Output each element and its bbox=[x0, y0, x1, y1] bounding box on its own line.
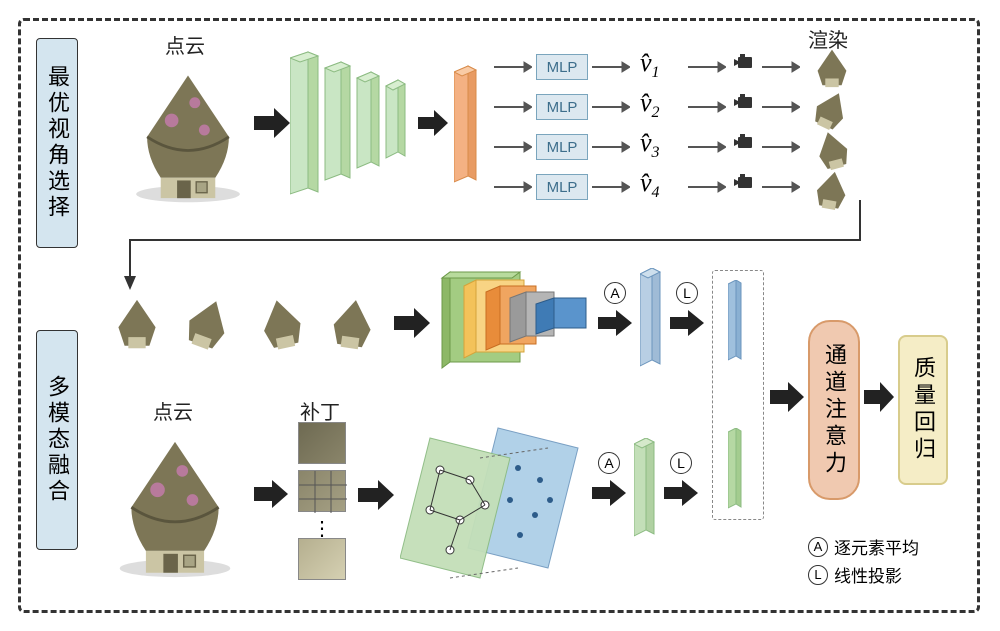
patch-3 bbox=[298, 538, 346, 580]
circled-l-top: L bbox=[676, 282, 698, 304]
legend-l-icon: L bbox=[808, 565, 828, 585]
arrow-to-regression bbox=[864, 382, 894, 412]
gcn-planes bbox=[400, 420, 590, 580]
mlp-box-3: MLP bbox=[536, 134, 588, 160]
circled-a-top: A bbox=[604, 282, 626, 304]
legend-proj: L 线性投影 bbox=[808, 562, 902, 587]
feature-bar bbox=[454, 64, 484, 184]
vhat-3: v̂3 bbox=[640, 128, 660, 162]
section-label-bottom: 多模态融合 bbox=[36, 330, 78, 550]
featvec-green bbox=[634, 438, 660, 538]
mlp-box-1: MLP bbox=[536, 54, 588, 80]
render-label: 渲染 bbox=[808, 24, 848, 53]
legend-a-icon: A bbox=[808, 537, 828, 557]
arrow-to-gcn bbox=[358, 480, 394, 510]
arrow-to-cnn bbox=[394, 308, 430, 338]
arrow-to-attention bbox=[770, 382, 804, 412]
narrow-blue bbox=[728, 280, 744, 362]
arrow-mlp-1c bbox=[688, 60, 726, 74]
arrow-blue-l bbox=[670, 310, 704, 336]
camera-icon-2 bbox=[734, 94, 756, 110]
encoder-bars bbox=[290, 48, 420, 208]
camera-icon-1 bbox=[734, 54, 756, 70]
mlp-box-2: MLP bbox=[536, 94, 588, 120]
camera-icon-4 bbox=[734, 174, 756, 190]
view-mini-1 bbox=[106, 290, 168, 352]
arrow-to-feature bbox=[418, 110, 448, 136]
vhat-2: v̂2 bbox=[640, 88, 660, 122]
camera-icon-3 bbox=[734, 134, 756, 150]
patch-label: 补丁 bbox=[300, 396, 340, 425]
arrow-to-encoder bbox=[254, 108, 290, 138]
arrow-mlp-1b bbox=[592, 60, 630, 74]
section-label-bottom-text: 多模态融合 bbox=[41, 375, 73, 505]
arrow-green-l bbox=[664, 480, 698, 506]
patch-2 bbox=[298, 470, 346, 512]
circled-a-bottom: A bbox=[598, 452, 620, 474]
view-mini-4 bbox=[318, 286, 388, 356]
featvec-blue bbox=[640, 268, 666, 368]
vhat-1: v̂1 bbox=[640, 48, 660, 82]
cnn-stack bbox=[436, 270, 596, 370]
circled-l-bottom: L bbox=[670, 452, 692, 474]
channel-attention-block: 通道注意力 bbox=[808, 320, 860, 500]
view-mini-3 bbox=[244, 284, 318, 358]
mlp-box-4: MLP bbox=[536, 174, 588, 200]
pointcloud-image-top bbox=[118, 55, 258, 205]
pointcloud-image-bottom bbox=[100, 420, 250, 580]
patch-1 bbox=[298, 422, 346, 464]
arrow-gcn-a bbox=[592, 480, 626, 506]
arrow-mlp-1a bbox=[494, 60, 532, 74]
legend-avg: A 逐元素平均 bbox=[808, 534, 919, 559]
section-label-top-text: 最优视角选择 bbox=[41, 65, 73, 221]
section-label-top: 最优视角选择 bbox=[36, 38, 78, 248]
arrow-cnn-a bbox=[598, 310, 632, 336]
diagram-canvas: 最优视角选择 多模态融合 点云 bbox=[0, 0, 1000, 631]
vhat-4: v̂4 bbox=[640, 168, 660, 202]
quality-regression-block: 质量回归 bbox=[898, 335, 948, 485]
narrow-green bbox=[728, 428, 744, 510]
arrow-mlp-1d bbox=[762, 60, 800, 74]
arrow-to-patches bbox=[254, 480, 288, 508]
